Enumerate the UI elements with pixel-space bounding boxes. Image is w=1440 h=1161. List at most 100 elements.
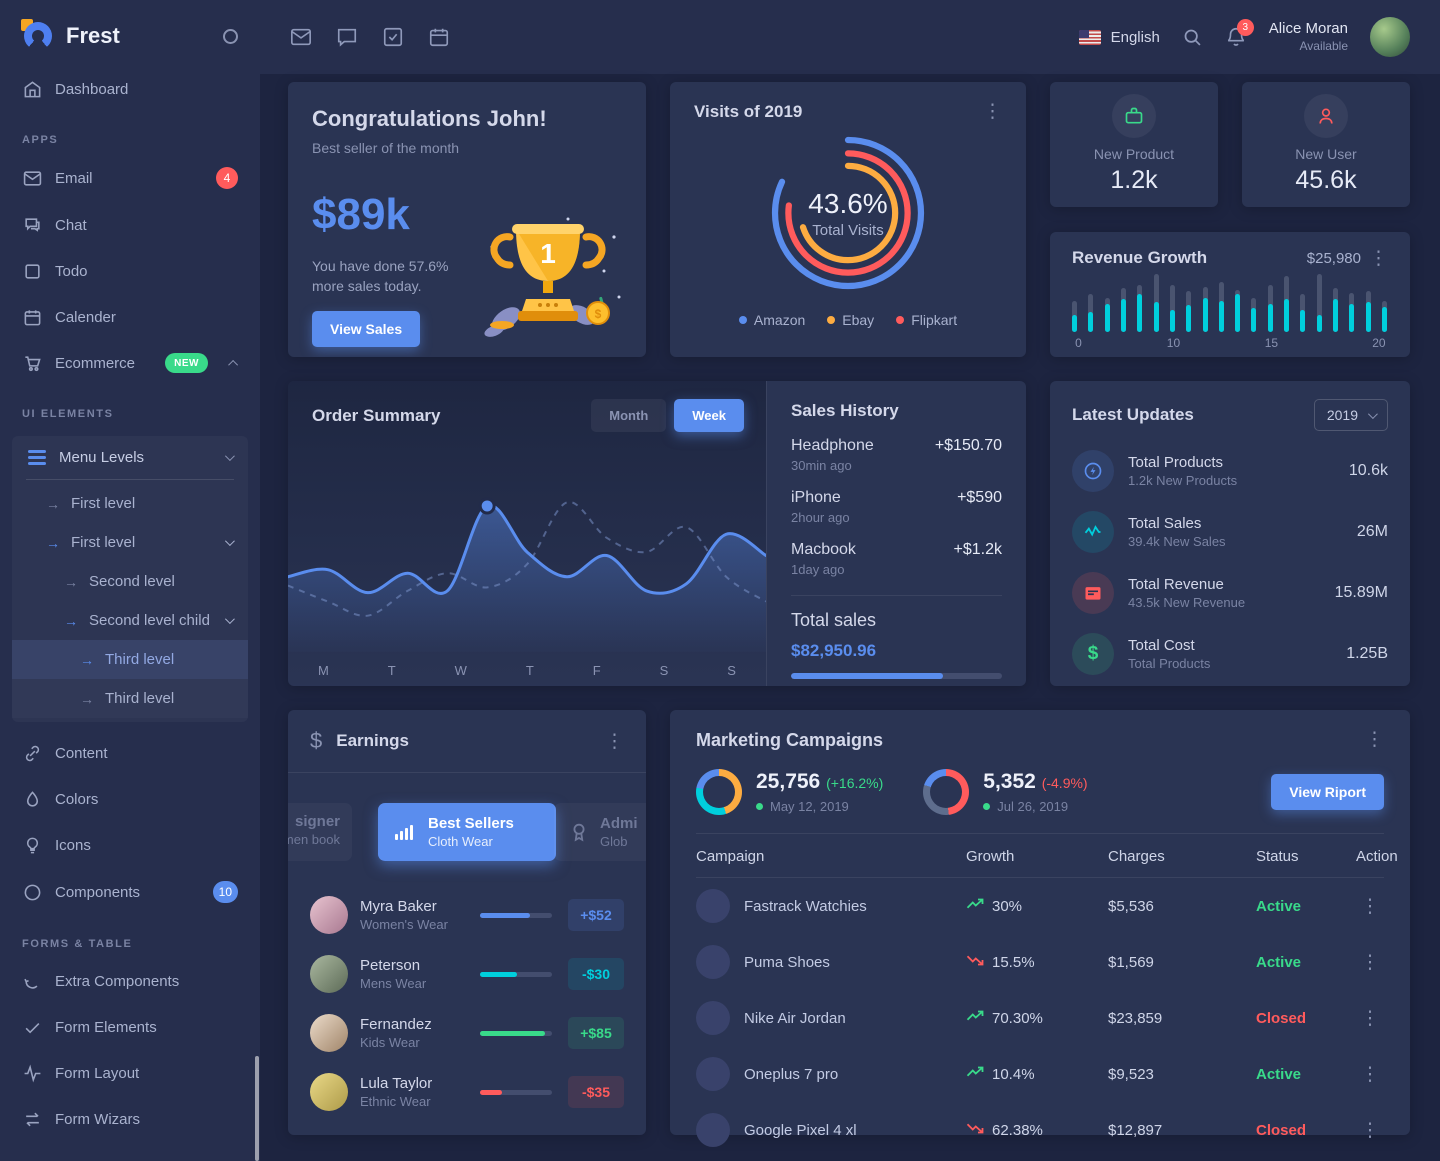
todo-square-icon	[22, 261, 42, 281]
sidebar-item-colors[interactable]: Colors	[0, 776, 260, 822]
sidebar-item-email[interactable]: Email 4	[0, 154, 260, 202]
sidebar-item-todo[interactable]: Todo	[0, 248, 260, 294]
legend-dot-ebay	[827, 316, 836, 324]
campaign-donut-chart	[696, 769, 742, 815]
sidebar-item-chat[interactable]: Chat	[0, 202, 260, 248]
brand[interactable]: Frest	[0, 0, 260, 66]
row-menu-icon[interactable]: ⋮	[1360, 1007, 1380, 1029]
arrows-swap-icon	[22, 1109, 42, 1129]
chevron-down-icon	[1367, 408, 1378, 419]
revenue-axis: 0 10 15 20	[1075, 336, 1386, 350]
user-menu[interactable]: Alice Moran Available	[1268, 20, 1348, 53]
earnings-menu-icon[interactable]: ⋮	[605, 730, 624, 752]
sidebar-item-icons[interactable]: Icons	[0, 822, 260, 868]
sidebar-item-form-wizars[interactable]: Form Wizars	[0, 1096, 260, 1142]
view-report-button[interactable]: View Riport	[1271, 774, 1384, 810]
sidebar-item-form-layout[interactable]: Form Layout	[0, 1050, 260, 1096]
sidebar-item-calender[interactable]: Calender	[0, 294, 260, 340]
revenue-bar	[1316, 274, 1323, 332]
language-selector[interactable]: English	[1078, 29, 1160, 46]
sidebar-item-first-level-2[interactable]: → First level	[12, 523, 248, 562]
carousel-slide-right[interactable]: Admi Glob	[554, 803, 646, 861]
notifications-bell-icon[interactable]: 3	[1225, 19, 1254, 48]
chat-shortcut-icon[interactable]	[336, 26, 358, 48]
cart-icon	[22, 353, 42, 373]
visits-gauge-chart: 43.6% Total Visits	[755, 124, 941, 302]
chevron-down-icon	[224, 536, 235, 547]
revenue-bar-chart	[1072, 274, 1388, 332]
revenue-bar	[1153, 274, 1160, 332]
month-toggle-button[interactable]: Month	[591, 399, 667, 432]
row-menu-icon[interactable]: ⋮	[1360, 1119, 1380, 1141]
sidebar-scrollbar[interactable]	[255, 1056, 259, 1161]
sidebar-item-content[interactable]: Content	[0, 730, 260, 776]
sidebar-item-menu-levels[interactable]: Menu Levels	[12, 436, 248, 479]
latest-update-row: $ Total Cost Total Products 1.25B	[1072, 633, 1388, 675]
avatar	[310, 955, 348, 993]
arrow-right-icon: →	[64, 573, 78, 590]
campaign-avatar	[696, 1001, 730, 1035]
sidebar-item-dashboard[interactable]: Dashboard	[0, 66, 260, 112]
legend-dot-flipkart	[896, 316, 905, 324]
carousel-slide-left[interactable]: signer men book	[288, 803, 352, 861]
droplet-icon	[22, 789, 42, 809]
sidebar-collapse-toggle[interactable]	[223, 28, 238, 44]
year-select[interactable]: 2019	[1313, 399, 1388, 431]
campaign-row: Fastrack Watchies 30% $5,536 Active ⋮	[696, 878, 1384, 934]
marketing-menu-icon[interactable]: ⋮	[1365, 729, 1384, 750]
sidebar-item-second-level[interactable]: → Second level	[64, 573, 175, 590]
congrats-title: Congratulations John!	[312, 106, 547, 131]
calendar-shortcut-icon[interactable]	[428, 26, 450, 48]
order-summary-chart-area: Order Summary Month Week	[288, 381, 768, 686]
arrow-right-icon: →	[80, 651, 94, 668]
row-menu-icon[interactable]: ⋮	[1360, 895, 1380, 917]
earnings-carousel: signer men book Best Sellers Cloth Wear A…	[288, 803, 646, 865]
divider	[26, 479, 234, 480]
search-icon[interactable]	[1182, 27, 1203, 48]
frest-logo-icon	[21, 19, 54, 52]
arrow-right-icon: →	[46, 495, 60, 512]
sidebar-item-second-level-child[interactable]: → Second level child	[12, 601, 248, 640]
chevron-down-icon	[224, 614, 235, 625]
avatar	[310, 1073, 348, 1111]
campaign-row: Nike Air Jordan 70.30% $23,859 Closed ⋮	[696, 990, 1384, 1046]
revenue-bar	[1202, 274, 1209, 332]
revenue-bar	[1333, 274, 1339, 332]
status-badge: Active	[1256, 897, 1302, 915]
sidebar-item-third-level-active[interactable]: → Third level	[12, 640, 248, 679]
user-avatar[interactable]	[1370, 17, 1410, 57]
view-sales-button[interactable]: View Sales	[312, 310, 421, 347]
todo-shortcut-icon[interactable]	[382, 26, 404, 48]
mail-shortcut-icon[interactable]	[290, 26, 312, 48]
sidebar-item-form-elements[interactable]: Form Elements	[0, 1004, 260, 1050]
row-menu-icon[interactable]: ⋮	[1360, 951, 1380, 973]
sidebar-item-extra-components[interactable]: Extra Components	[0, 958, 260, 1004]
visits-menu-icon[interactable]: ⋮	[983, 101, 1002, 122]
trend-down-icon	[966, 953, 984, 971]
campaign-stat-1: 25,756 (+16.2%) May 12, 2019	[696, 769, 883, 815]
revenue-bar	[1186, 274, 1192, 332]
new-product-card: New Product 1.2k	[1050, 82, 1218, 207]
carousel-slide-best-sellers[interactable]: Best Sellers Cloth Wear	[378, 803, 556, 861]
earnings-progress	[480, 1089, 552, 1095]
top-navbar: English 3 Alice Moran Available	[260, 0, 1440, 74]
revenue-bar	[1088, 274, 1094, 332]
order-line-chart	[288, 497, 768, 652]
user-icon	[1304, 94, 1348, 138]
arrow-right-icon: →	[80, 690, 94, 707]
revenue-bar	[1267, 274, 1274, 332]
week-toggle-button[interactable]: Week	[674, 399, 744, 432]
sidebar-item-components[interactable]: Components 10	[0, 868, 260, 916]
campaign-row: Oneplus 7 pro 10.4% $9,523 Active ⋮	[696, 1046, 1384, 1102]
total-sales-value: $82,950.96	[791, 641, 877, 660]
sidebar-item-third-level[interactable]: → Third level	[12, 679, 248, 718]
trophy-illustration: 1 $	[484, 217, 621, 337]
sidebar-item-ecommerce[interactable]: Ecommerce NEW	[0, 340, 260, 386]
sidebar-item-first-level-1[interactable]: → First level	[46, 495, 136, 512]
revenue-menu-icon[interactable]: ⋮	[1369, 247, 1388, 269]
row-menu-icon[interactable]: ⋮	[1360, 1063, 1380, 1085]
campaign-donut-chart	[923, 769, 970, 815]
order-summary-card: Order Summary Month Week	[288, 381, 1026, 686]
earnings-card: $ Earnings ⋮ signer men book Best Seller…	[288, 710, 646, 1135]
revenue-bar	[1235, 274, 1241, 332]
